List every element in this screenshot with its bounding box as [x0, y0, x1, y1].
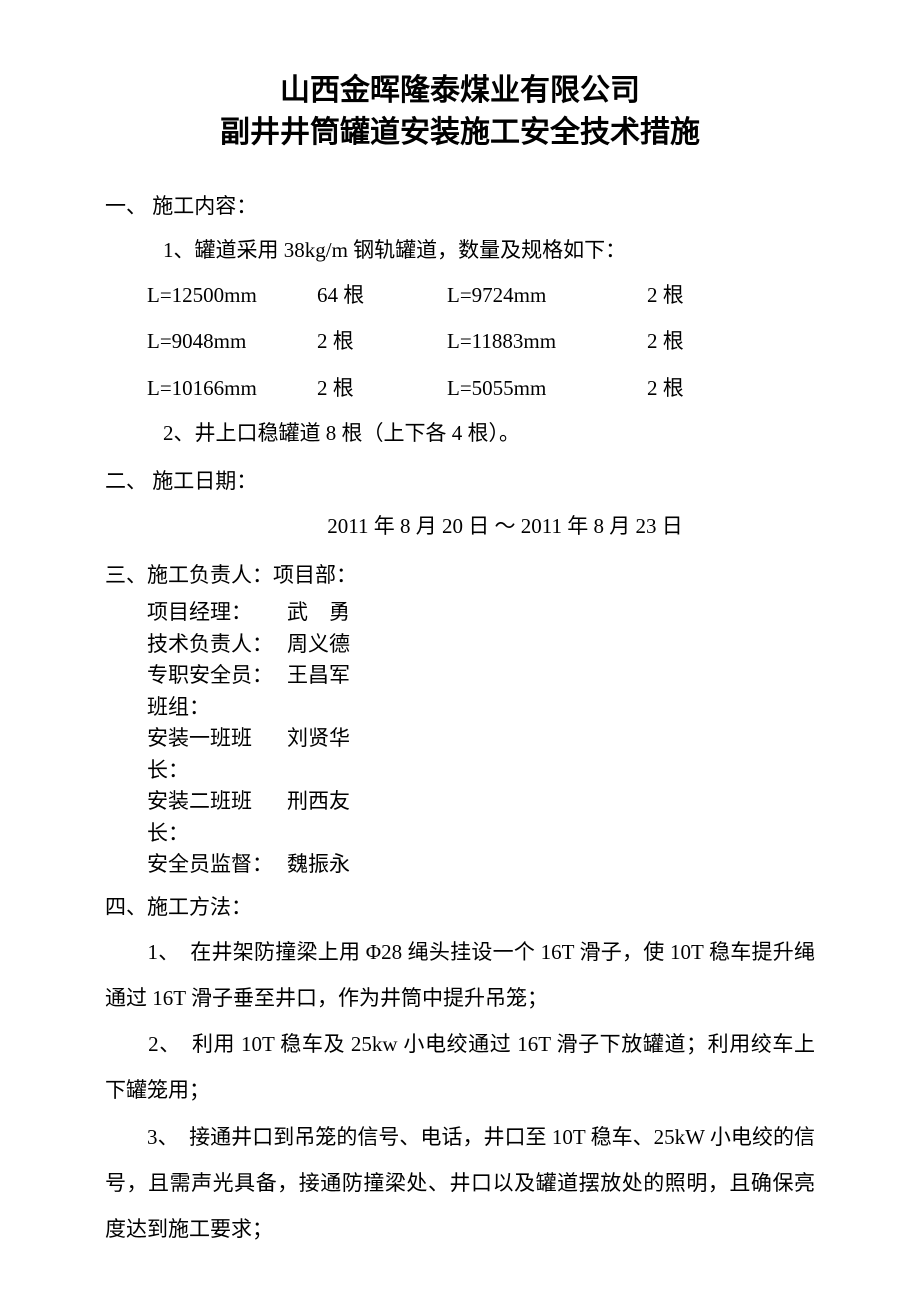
spec-row-1: L=9048mm 2 根 L=11883mm 2 根: [105, 318, 815, 364]
spec-cell: 2 根: [647, 272, 727, 318]
method-item-1: 1、 在井架防撞梁上用 Φ28 绳头挂设一个 16T 滑子，使 10T 稳车提升…: [105, 929, 815, 1021]
spec-cell: L=5055mm: [447, 365, 647, 411]
method-item-3: 3、 接通井口到吊笼的信号、电话，井口至 10T 稳车、25kW 小电绞的信号，…: [105, 1114, 815, 1253]
spec-cell: 2 根: [647, 365, 727, 411]
spec-cell: L=9048mm: [147, 318, 317, 364]
person-row: 班组：: [105, 692, 815, 724]
person-role: 安装一班班长：: [147, 723, 287, 786]
section-1-p1: 1、罐道采用 38kg/m 钢轨罐道，数量及规格如下：: [105, 228, 815, 272]
person-row: 专职安全员： 王昌军: [105, 660, 815, 692]
person-row: 安装二班班长： 刑西友: [105, 786, 815, 849]
person-name: 周义德: [287, 629, 350, 661]
spec-row-2: L=10166mm 2 根 L=5055mm 2 根: [105, 365, 815, 411]
section-1-p2: 2、井上口稳罐道 8 根（上下各 4 根）。: [105, 411, 815, 455]
person-row: 安全员监督： 魏振永: [105, 849, 815, 881]
section-3-head: 三、施工负责人：项目部：: [105, 553, 815, 597]
spec-cell: 2 根: [317, 365, 447, 411]
spec-cell: 64 根: [317, 272, 447, 318]
person-role: 项目经理：: [147, 597, 287, 629]
section-4-head: 四、施工方法：: [105, 885, 815, 929]
spec-cell: L=10166mm: [147, 365, 317, 411]
person-name: 武 勇: [287, 597, 350, 629]
person-role: 技术负责人：: [147, 629, 287, 661]
doc-title: 山西金晖隆泰煤业有限公司: [105, 70, 815, 112]
person-role: 专职安全员：: [147, 660, 287, 692]
spec-row-0: L=12500mm 64 根 L=9724mm 2 根: [105, 272, 815, 318]
spec-cell: 2 根: [647, 318, 727, 364]
person-role: 安全员监督：: [147, 849, 287, 881]
person-row: 技术负责人： 周义德: [105, 629, 815, 661]
person-role: 安装二班班长：: [147, 786, 287, 849]
spec-cell: L=11883mm: [447, 318, 647, 364]
person-name: 魏振永: [287, 849, 350, 881]
person-name: 王昌军: [287, 660, 350, 692]
person-name: 刑西友: [287, 786, 350, 849]
method-item-2: 2、 利用 10T 稳车及 25kw 小电绞通过 16T 滑子下放罐道；利用绞车…: [105, 1021, 815, 1113]
section-1-head: 一、 施工内容：: [105, 184, 815, 228]
person-role: 班组：: [147, 692, 287, 724]
section-2-head: 二、 施工日期：: [105, 459, 815, 503]
spec-cell: L=12500mm: [147, 272, 317, 318]
person-row: 安装一班班长： 刘贤华: [105, 723, 815, 786]
person-name: 刘贤华: [287, 723, 350, 786]
spec-cell: 2 根: [317, 318, 447, 364]
date-range: 2011 年 8 月 20 日 ～ 2011 年 8 月 23 日: [105, 503, 815, 549]
doc-subtitle: 副井井筒罐道安装施工安全技术措施: [105, 112, 815, 154]
person-row: 项目经理： 武 勇: [105, 597, 815, 629]
spec-cell: L=9724mm: [447, 272, 647, 318]
document-page: 山西金晖隆泰煤业有限公司 副井井筒罐道安装施工安全技术措施 一、 施工内容： 1…: [0, 0, 920, 1312]
